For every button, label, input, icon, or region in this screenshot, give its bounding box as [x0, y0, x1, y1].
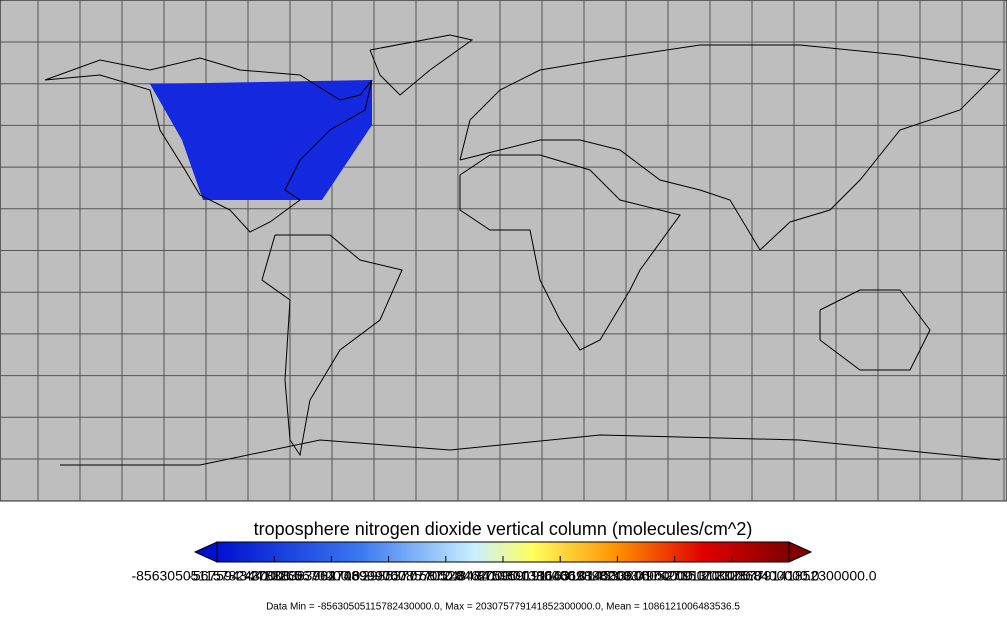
colorbar-tick-label: 203075779141852300000.0	[701, 568, 876, 584]
colorbar-tick-label: 982706999767857000.0	[313, 568, 465, 584]
map	[0, 0, 1007, 502]
colorbar-ticks: -85630505115782430000.0-5675943441026567…	[131, 556, 877, 584]
data-swath	[150, 80, 372, 200]
coastline	[459, 44, 1002, 251]
colorbar-tick-label: 58724848410801380000.0	[419, 568, 587, 584]
coastlines	[44, 34, 1002, 466]
coastline	[459, 154, 681, 351]
colorbar-tick-label: 174209131232868400000.0	[644, 568, 819, 584]
coastline	[369, 34, 474, 96]
colorbar-title: troposphere nitrogen dioxide vertical co…	[254, 519, 753, 539]
colorbar-over-arrow	[788, 541, 813, 563]
colorbar-tick-label: -56759434410265670000.0	[188, 568, 360, 584]
colorbar-tick-label: 29853777705284620000.0	[362, 568, 530, 584]
colorbar-tick-label: 87595919116318140000.0	[477, 568, 644, 584]
colorbar-under-arrow	[193, 541, 218, 563]
graticule	[0, 0, 1007, 502]
colorbar-tick-label: -27888363704748900000.0	[245, 568, 417, 584]
coastline	[819, 289, 931, 371]
coastline	[60, 434, 1001, 466]
colorbar-tick-label: 116466989821834900000.0	[530, 568, 704, 584]
colorbar-tick-label: -85630505115782430000.0	[131, 568, 302, 584]
data-stats: Data Min = -85630505115782430000.0, Max …	[266, 602, 740, 613]
coastline	[44, 57, 373, 233]
coastline	[261, 234, 403, 457]
colorbar-tick-label: 145338060527351700000.0	[587, 568, 762, 584]
